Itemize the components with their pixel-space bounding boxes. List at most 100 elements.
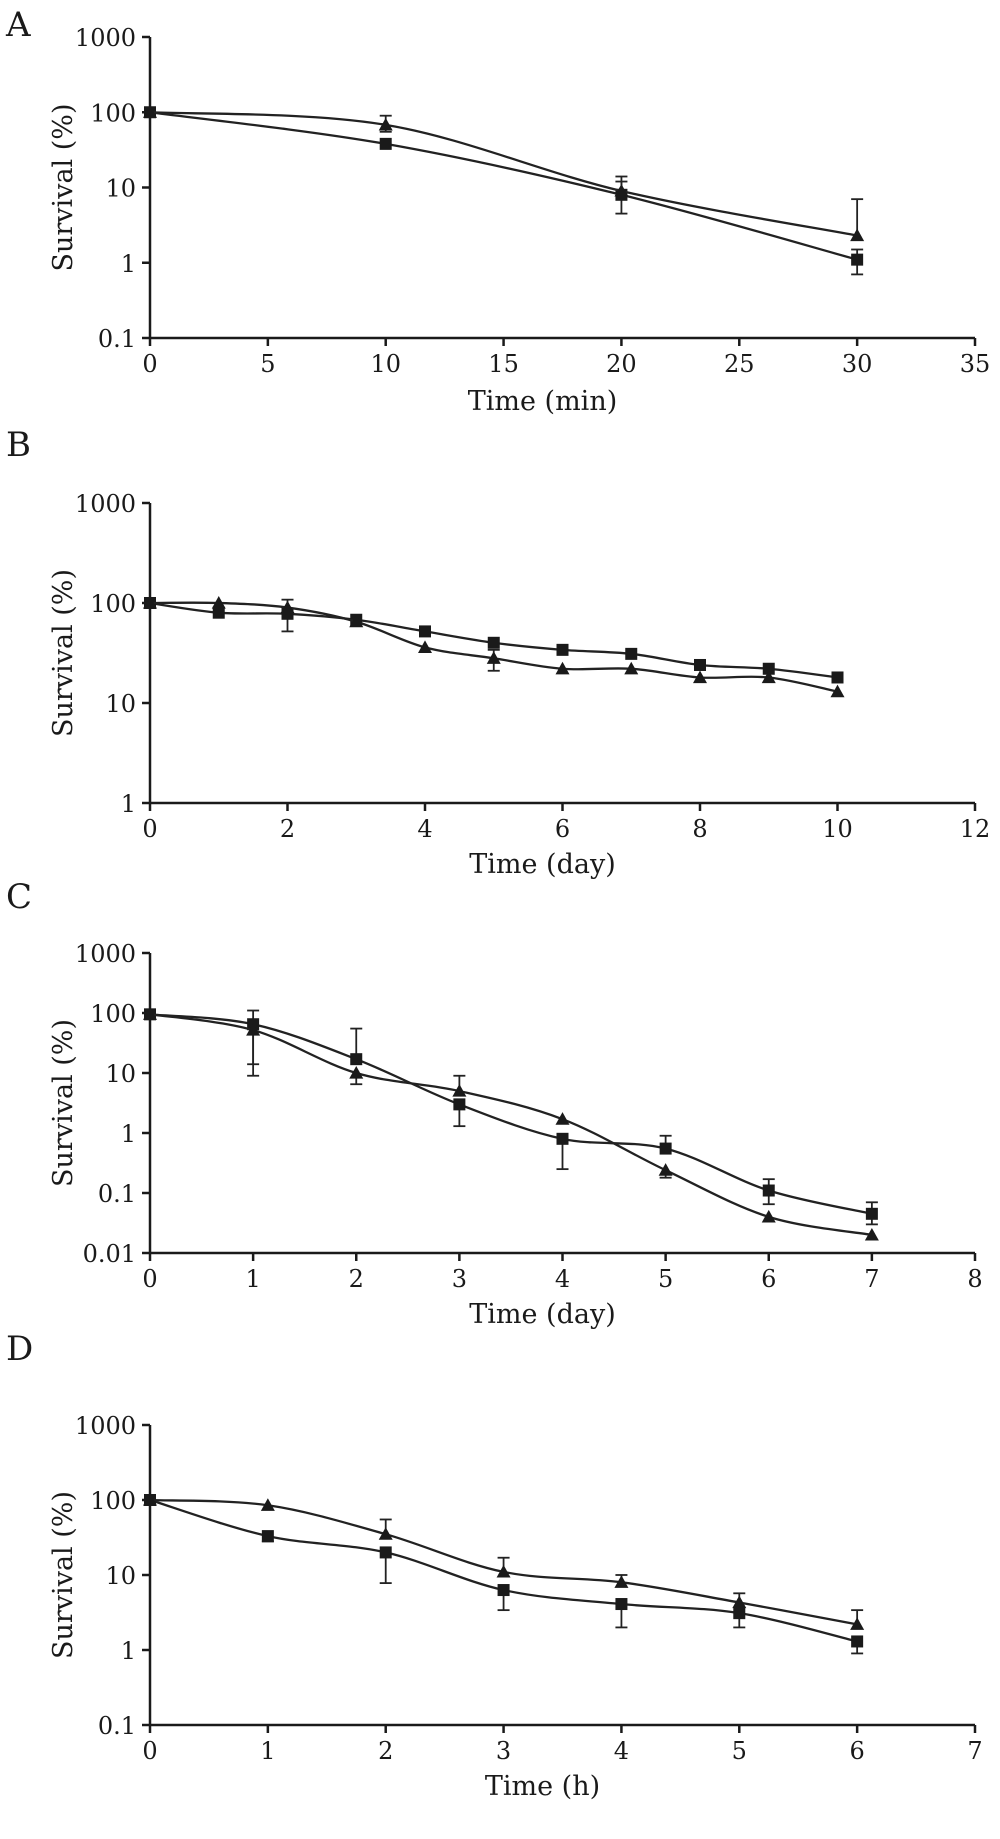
x-tick-label: 1: [260, 1737, 275, 1765]
data-point-triangle: [864, 1227, 879, 1241]
data-point-triangle: [418, 640, 432, 653]
x-axis-title: Time (h): [485, 1771, 600, 1802]
x-tick-label: 4: [614, 1737, 629, 1765]
panel-label: C: [6, 877, 32, 917]
x-tick-label: 12: [960, 815, 991, 843]
data-point-square: [556, 643, 569, 656]
data-point-square: [762, 662, 775, 675]
data-point-square: [487, 636, 500, 649]
data-point-triangle: [614, 1575, 629, 1588]
data-point-triangle: [850, 1617, 865, 1630]
x-tick-label: 1: [245, 1265, 260, 1293]
x-tick-label: 8: [692, 815, 707, 843]
data-point-triangle: [452, 1084, 467, 1097]
series-line-square: [149, 111, 858, 261]
data-point-square: [851, 253, 864, 266]
x-tick-label: 2: [280, 815, 295, 843]
data-point-triangle: [260, 1498, 275, 1511]
y-tick-label: 10: [105, 690, 136, 718]
x-axis-title: Time (min): [468, 386, 618, 417]
data-point-triangle: [496, 1564, 511, 1578]
x-tick-label: 4: [417, 815, 432, 843]
y-tick-label: 10: [105, 175, 136, 203]
panel-d: D 0.1 1 10 100 1000 0 1 2 3 4 5 6 7 Time (h) Survival …: [6, 1329, 983, 1802]
data-point-square: [379, 1546, 392, 1559]
data-point-square: [831, 671, 844, 684]
data-point-triangle: [246, 1023, 261, 1036]
data-point-square: [556, 1132, 569, 1145]
y-tick-label: 0.1: [98, 1180, 136, 1208]
x-tick-label: 6: [850, 1737, 865, 1765]
data-point-square: [497, 1584, 510, 1597]
x-tick-label: 0: [142, 1265, 157, 1293]
x-axis-title: Time (day): [469, 1299, 616, 1330]
x-tick-label: 5: [658, 1265, 673, 1293]
panel-a: A 0.1 1 10 100 1000 0 5 10 15 20 25 30 35 Time (min) S…: [5, 5, 990, 417]
data-point-triangle: [850, 228, 865, 242]
y-tick-label: 1000: [75, 490, 136, 518]
data-point-square: [625, 647, 638, 660]
y-axis-title: Survival (%): [48, 104, 79, 272]
x-tick-label: 5: [260, 350, 275, 378]
data-point-square: [733, 1607, 746, 1620]
data-point-triangle: [624, 661, 639, 675]
data-point-triangle: [349, 614, 364, 628]
data-point-square: [350, 1053, 363, 1066]
y-tick-label: 1000: [75, 940, 136, 968]
x-tick-label: 6: [555, 815, 570, 843]
data-point-square: [379, 137, 392, 150]
x-tick-label: 0: [142, 815, 157, 843]
data-point-square: [762, 1184, 775, 1197]
panel-c: C 0.01 0.1 1 10 100 1000 0 1 2 3 4 5 6 7 8 Time (day) Su…: [6, 877, 983, 1330]
data-point-square: [659, 1142, 672, 1155]
y-tick-label: 1: [121, 1637, 136, 1665]
data-point-square: [261, 1530, 274, 1543]
y-tick-label: 100: [90, 590, 136, 618]
series-line-triangle: [149, 1013, 873, 1237]
data-point-square: [212, 606, 225, 619]
data-point-triangle: [732, 1595, 747, 1609]
x-tick-label: 25: [724, 350, 755, 378]
x-tick-label: 8: [967, 1265, 982, 1293]
x-tick-label: 0: [142, 350, 157, 378]
series-line-square: [149, 1013, 873, 1215]
x-tick-label: 35: [960, 350, 991, 378]
data-point-triangle: [378, 1527, 393, 1540]
data-point-triangle: [555, 1112, 570, 1125]
y-tick-label: 1: [121, 1120, 136, 1148]
data-point-triangle: [280, 600, 295, 614]
data-point-triangle: [143, 596, 157, 609]
data-point-square: [419, 625, 431, 638]
y-tick-label: 1000: [75, 1412, 136, 1440]
data-point-square: [694, 658, 706, 671]
y-tick-label: 0.1: [98, 1712, 136, 1740]
x-tick-label: 15: [488, 350, 519, 378]
x-tick-label: 4: [555, 1265, 570, 1293]
data-point-triangle: [143, 105, 157, 118]
x-tick-label: 10: [822, 815, 853, 843]
series-line-triangle: [149, 111, 858, 237]
x-tick-label: 3: [452, 1265, 467, 1293]
data-point-triangle: [830, 684, 845, 698]
data-point-triangle: [211, 596, 226, 609]
x-tick-label: 0: [142, 1737, 157, 1765]
data-point-triangle: [349, 1066, 364, 1079]
x-tick-label: 30: [842, 350, 873, 378]
data-point-triangle: [761, 1209, 776, 1223]
y-tick-label: 1: [121, 250, 136, 278]
data-point-triangle: [555, 661, 570, 675]
data-point-square: [865, 1207, 878, 1220]
x-tick-label: 7: [967, 1737, 982, 1765]
x-tick-label: 20: [606, 350, 637, 378]
x-tick-label: 6: [761, 1265, 776, 1293]
y-tick-label: 1: [121, 790, 136, 818]
data-point-triangle: [143, 1493, 157, 1506]
y-tick-label: 0.1: [98, 325, 136, 353]
x-tick-label: 3: [496, 1737, 511, 1765]
data-point-triangle: [693, 670, 707, 684]
y-axis-title: Survival (%): [48, 1491, 79, 1659]
panel-b: B 1 10 100 1000 0 2 4 6 8 10 12 Time (day) Survival …: [6, 425, 990, 880]
data-point-square: [615, 1598, 628, 1611]
data-point-triangle: [486, 651, 501, 664]
